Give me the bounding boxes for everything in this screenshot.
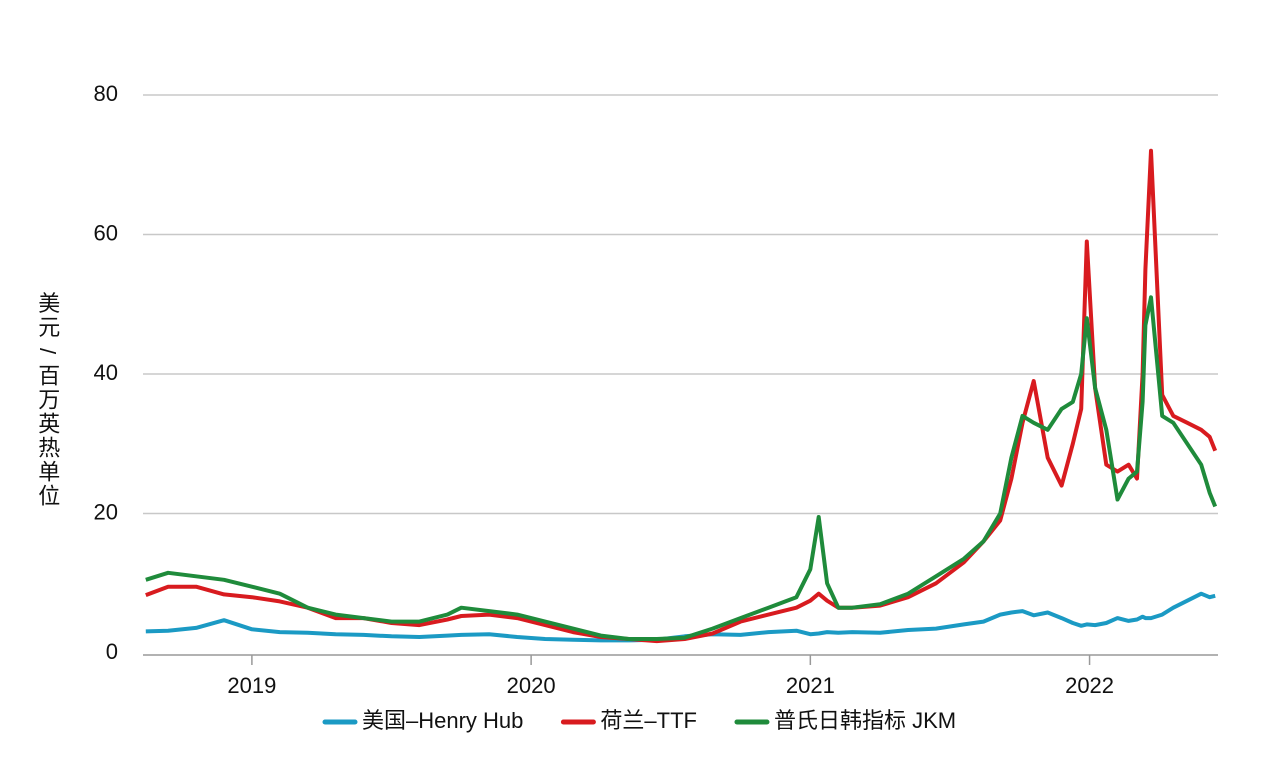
x-tick-label: 2019 <box>227 673 276 698</box>
x-tick-label: 2021 <box>786 673 835 698</box>
x-tick-label: 2022 <box>1065 673 1114 698</box>
y-tick-label: 0 <box>106 639 118 664</box>
legend-label: 普氏日韩指标 JKM <box>774 708 956 733</box>
legend-label: 荷兰–TTF <box>600 708 697 733</box>
y-tick-label: 60 <box>94 220 118 245</box>
series-line <box>145 148 1218 644</box>
series-line <box>145 295 1218 641</box>
y-tick-label: 20 <box>94 499 118 524</box>
y-axis-label: 美元 / 百万英热单位 <box>35 292 60 508</box>
series-line <box>145 591 1216 643</box>
x-tick-label: 2020 <box>507 673 556 698</box>
legend-label: 美国–Henry Hub <box>362 708 523 733</box>
y-tick-label: 80 <box>94 81 118 106</box>
y-tick-label: 40 <box>94 360 118 385</box>
